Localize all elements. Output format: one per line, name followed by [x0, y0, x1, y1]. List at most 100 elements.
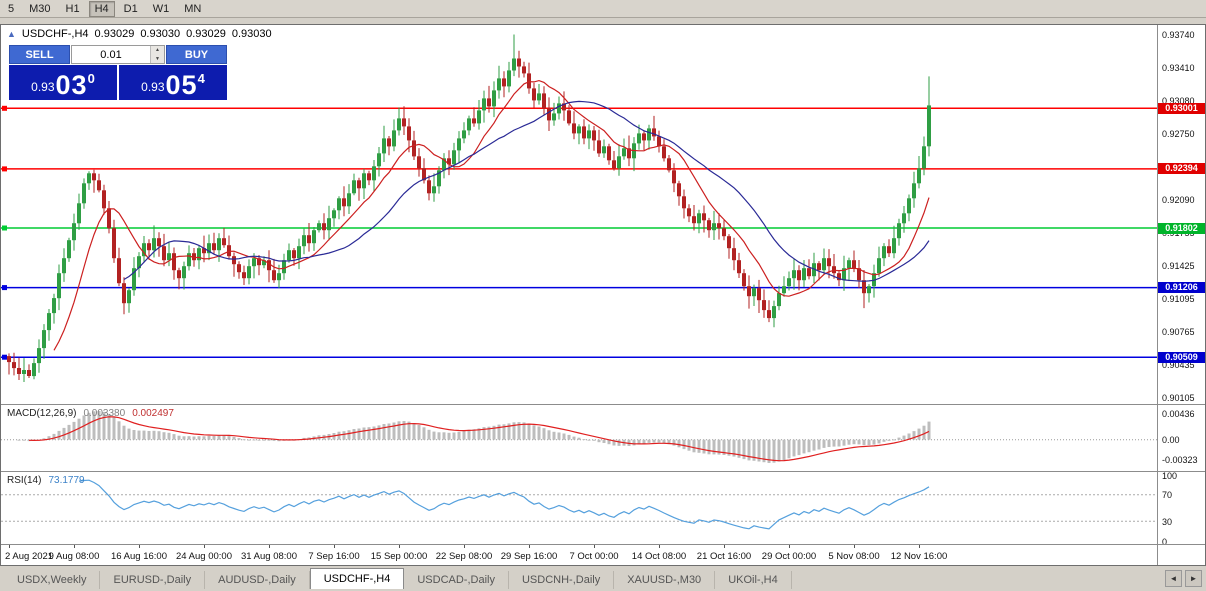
sell-price-big-digits: 03 — [55, 70, 88, 100]
rsi-axis-label: 70 — [1162, 490, 1173, 501]
time-axis-tick — [724, 545, 725, 548]
chart-header: ▲ USDCHF-,H4 0.93029 0.93030 0.93029 0.9… — [7, 28, 272, 40]
time-axis-tick — [464, 545, 465, 548]
price-axis-label: 0.93080 — [1162, 95, 1195, 106]
buy-price-prefix: 0.93 — [141, 80, 165, 94]
time-axis-tick — [789, 545, 790, 548]
one-click-trading-panel: SELL ▲ ▼ BUY 0.93 03 0 0.93 05 4 — [9, 45, 227, 100]
ma-slow-line — [123, 100, 930, 282]
time-axis-tick — [399, 545, 400, 548]
chart-tab-eurusd-daily[interactable]: EURUSD-,Daily — [100, 571, 206, 589]
price-axis-label: 0.92750 — [1162, 128, 1195, 139]
panel-separator[interactable] — [1, 544, 1205, 545]
lot-size-box: ▲ ▼ — [71, 45, 165, 64]
sell-button[interactable]: SELL — [9, 45, 70, 64]
time-axis-tick — [9, 545, 10, 548]
macd-label-row: MACD(12,26,9) 0.003380 0.002497 — [7, 408, 174, 419]
price-axis-label: 0.93410 — [1162, 62, 1195, 73]
time-axis-label: 5 Nov 08:00 — [828, 551, 880, 562]
chart-tab-usdcad-daily[interactable]: USDCAD-,Daily — [404, 571, 509, 589]
time-axis-label: 15 Sep 00:00 — [370, 551, 428, 562]
macd-axis-label: 0.00436 — [1162, 408, 1195, 419]
time-axis[interactable]: 2 Aug 2021 9 Aug 08:00 16 Aug 16:00 24 Aug … — [1, 545, 1157, 565]
price-axis-label: 0.93740 — [1162, 29, 1195, 40]
timeframe-button-m30[interactable]: M30 — [29, 2, 51, 15]
chart-tab-ukoil-h4[interactable]: UKOil-,H4 — [715, 571, 792, 589]
sell-price-display[interactable]: 0.93 03 0 — [9, 65, 117, 100]
rsi-panel-canvas[interactable] — [1, 472, 1157, 544]
lot-spinner: ▲ ▼ — [150, 46, 164, 63]
macd-main-value: 0.003380 — [83, 408, 126, 419]
macd-panel-canvas[interactable] — [1, 405, 1157, 471]
ma-fast-line — [53, 79, 930, 351]
tab-scroll-right-button[interactable]: ► — [1185, 570, 1202, 587]
time-axis-tick — [659, 545, 660, 548]
time-axis-tick — [594, 545, 595, 548]
hline-handle-0.91802[interactable] — [2, 225, 7, 231]
rsi-label-row: RSI(14) 73.1779 — [7, 475, 85, 486]
buy-button[interactable]: BUY — [166, 45, 227, 64]
rsi-axis-label: 0 — [1162, 536, 1168, 547]
price-axis[interactable]: 0.937400.934100.930800.927500.924200.920… — [1157, 25, 1205, 565]
sell-price-prefix: 0.93 — [31, 80, 55, 94]
lot-size-input[interactable] — [72, 46, 150, 63]
price-badge-0.91206: 0.91206 — [1158, 282, 1205, 294]
hline-handle-0.90509[interactable] — [2, 354, 7, 360]
chart-low-value: 0.93029 — [186, 28, 226, 40]
time-axis-label: 7 Oct 00:00 — [569, 551, 619, 562]
chart-high-value: 0.93030 — [140, 28, 181, 40]
chart-close-value: 0.93030 — [231, 28, 272, 40]
timeframe-button-w1[interactable]: W1 — [152, 2, 170, 15]
chart-tabs: USDX,Weekly EURUSD-,Daily AUDUSD-,Daily USD… — [4, 568, 792, 589]
panel-separator[interactable] — [1, 471, 1205, 472]
hline-handle-0.93001[interactable] — [2, 105, 7, 111]
chart-tab-xauusd-m30[interactable]: XAUUSD-,M30 — [614, 571, 716, 589]
chart-tab-usdx-weekly[interactable]: USDX,Weekly — [4, 571, 101, 589]
time-axis-label: 7 Sep 16:00 — [308, 551, 360, 562]
chart-tab-usdcnh-daily[interactable]: USDCNH-,Daily — [509, 571, 615, 589]
panel-separator[interactable] — [1, 404, 1205, 405]
chart-tab-usdchf-h4[interactable]: USDCHF-,H4 — [309, 568, 405, 589]
chart-window: ▲ USDCHF-,H4 0.93029 0.93030 0.93029 0.9… — [0, 24, 1206, 566]
tab-scroll-left-button[interactable]: ◄ — [1165, 570, 1182, 587]
timeframe-button-5[interactable]: 5 — [8, 2, 15, 15]
macd-signal-value: 0.002497 — [132, 408, 174, 419]
price-axis-label: 0.92090 — [1162, 194, 1195, 205]
timeframe-button-mn[interactable]: MN — [184, 2, 202, 15]
lot-increase-button[interactable]: ▲ — [151, 46, 164, 55]
one-click-collapse-icon[interactable]: ▲ — [7, 29, 16, 39]
timeframe-toolbar: 5 M30 H1 H4 D1 W1 MN — [0, 0, 1206, 18]
timeframe-button-d1[interactable]: D1 — [123, 2, 138, 15]
time-axis-tick — [204, 545, 205, 548]
price-axis-label: 0.90435 — [1162, 360, 1195, 371]
time-axis-label: 31 Aug 08:00 — [241, 551, 297, 562]
macd-axis-label: 0.00 — [1162, 435, 1180, 446]
hline-handle-0.92394[interactable] — [2, 166, 7, 172]
timeframe-button-h1[interactable]: H1 — [65, 2, 80, 15]
time-axis-tick — [139, 545, 140, 548]
rsi-axis-label: 100 — [1162, 470, 1178, 481]
chart-symbol-period: USDCHF-,H4 — [21, 28, 89, 40]
lot-decrease-button[interactable]: ▼ — [151, 54, 164, 63]
price-axis-label: 0.91425 — [1162, 261, 1195, 272]
chart-tab-audusd-daily[interactable]: AUDUSD-,Daily — [205, 571, 310, 589]
time-axis-label: 2 Aug 2021 — [5, 551, 54, 562]
time-axis-tick — [529, 545, 530, 548]
price-badge-0.90509: 0.90509 — [1158, 351, 1205, 363]
time-axis-tick — [854, 545, 855, 548]
buy-price-display[interactable]: 0.93 05 4 — [119, 65, 227, 100]
time-axis-tick — [269, 545, 270, 548]
price-axis-label: 0.91095 — [1162, 294, 1195, 305]
time-axis-label: 24 Aug 00:00 — [176, 551, 232, 562]
price-badge-0.93001: 0.93001 — [1158, 102, 1205, 114]
time-axis-label: 22 Sep 08:00 — [435, 551, 493, 562]
price-axis-label: 0.90105 — [1162, 393, 1195, 403]
buy-price-pipette: 4 — [197, 71, 205, 86]
hline-handle-0.91206[interactable] — [2, 285, 7, 291]
price-axis-label: 0.90765 — [1162, 327, 1195, 338]
time-axis-label: 29 Oct 00:00 — [761, 551, 817, 562]
timeframe-button-h4[interactable]: H4 — [88, 0, 115, 17]
price-badge-0.92394: 0.92394 — [1158, 163, 1205, 175]
time-axis-label: 9 Aug 08:00 — [48, 551, 100, 562]
price-chart-canvas[interactable] — [1, 25, 1157, 404]
